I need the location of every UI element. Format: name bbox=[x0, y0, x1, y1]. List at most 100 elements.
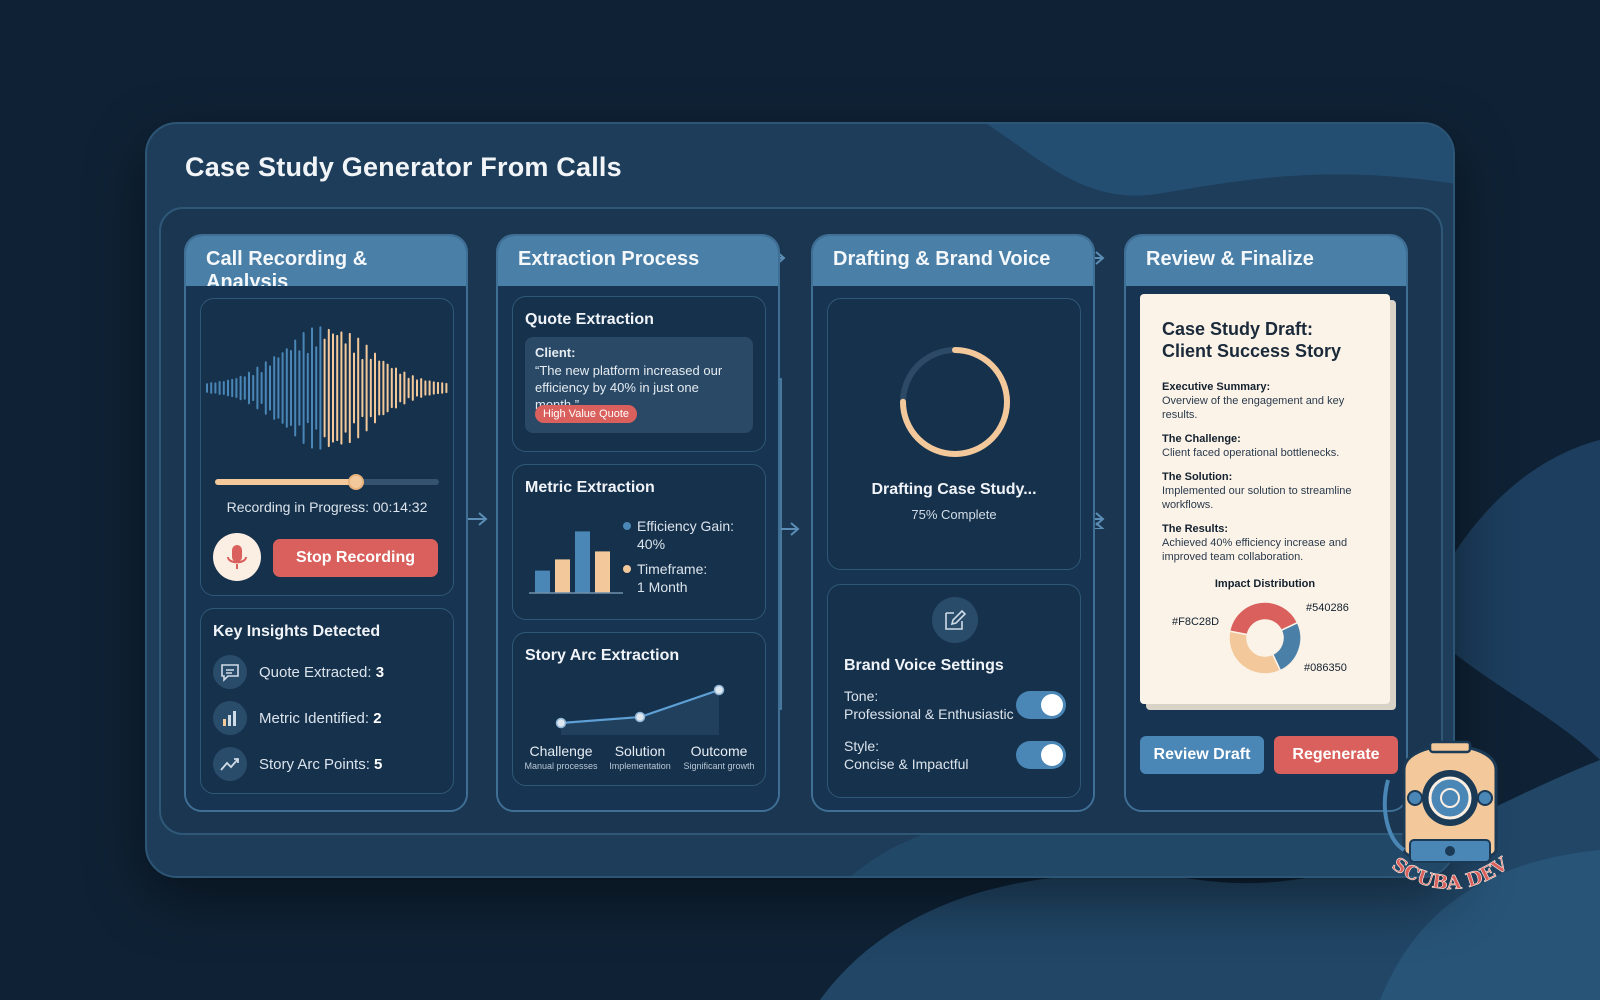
arc-point-solution: Solution Implementation bbox=[609, 743, 671, 771]
insight-quotes: Quote Extracted: 3 bbox=[213, 655, 443, 691]
workflow-area: Call Recording & Analysis Recording in P… bbox=[159, 207, 1443, 835]
waveform-bar bbox=[437, 381, 439, 395]
page-title: Case Study Generator From Calls bbox=[185, 152, 622, 182]
waveform-bar bbox=[294, 339, 297, 437]
waveform-bar bbox=[273, 356, 276, 420]
waveform-bar bbox=[357, 337, 360, 439]
waveform-bar bbox=[382, 360, 385, 416]
arc-point-challenge: Challenge Manual processes bbox=[524, 743, 598, 771]
waveform-bar bbox=[374, 352, 376, 424]
progress-handle[interactable] bbox=[348, 474, 365, 490]
microphone-icon bbox=[227, 545, 247, 569]
waveform-bar bbox=[348, 332, 351, 444]
waveform-bar bbox=[378, 360, 381, 416]
waveform-bar bbox=[243, 376, 246, 400]
column-drafting: Drafting & Brand Voice Drafting Case Stu… bbox=[811, 234, 1095, 812]
waveform-bar bbox=[311, 327, 313, 449]
waveform-bar bbox=[269, 365, 271, 411]
waveform-bar bbox=[403, 371, 406, 405]
waveform-bar bbox=[298, 350, 301, 426]
waveform-bar bbox=[395, 367, 397, 409]
window-decoration bbox=[851, 124, 1453, 876]
audio-waveform bbox=[206, 326, 448, 450]
waveform-bar bbox=[252, 374, 255, 402]
arc-point-outcome: Outcome Significant growth bbox=[683, 743, 755, 771]
column-title: Review & Finalize bbox=[1126, 236, 1406, 286]
story-arc-title: Story Arc Extraction bbox=[525, 647, 680, 664]
draft-status: Drafting Case Study... bbox=[871, 481, 1037, 498]
waveform-bar bbox=[214, 382, 217, 394]
brand-voice-card: Brand Voice Settings Tone: Professional … bbox=[827, 584, 1081, 798]
pie-slice-2 bbox=[1228, 630, 1282, 675]
metric-bar-chart bbox=[529, 531, 623, 594]
arc-point-0 bbox=[555, 717, 567, 729]
waveform-bar bbox=[222, 380, 225, 396]
waveform-bar bbox=[248, 371, 250, 405]
ring-progress bbox=[900, 347, 1010, 457]
waveform-bar bbox=[340, 331, 343, 445]
tone-toggle[interactable] bbox=[1016, 691, 1066, 719]
scuba-dev-logo: SCUBA DEV bbox=[1382, 740, 1513, 895]
waveform-bar bbox=[369, 358, 372, 418]
metric-extraction-title: Metric Extraction bbox=[525, 479, 655, 496]
waveform-bar bbox=[306, 352, 309, 424]
column-review: Review & Finalize Case Study Draft: Clie… bbox=[1124, 234, 1408, 812]
waveform-bar bbox=[231, 378, 234, 398]
waveform-bar bbox=[290, 349, 292, 427]
quote-client-label: Client: bbox=[535, 345, 576, 360]
column-title: Extraction Process bbox=[498, 236, 778, 286]
trend-up-icon bbox=[220, 758, 239, 771]
insights-title: Key Insights Detected bbox=[213, 623, 381, 640]
section-results: The Results: Achieved 40% efficiency incr… bbox=[1162, 523, 1348, 563]
regenerate-button[interactable]: Regenerate bbox=[1274, 736, 1398, 774]
waveform-bar bbox=[277, 357, 280, 419]
waveform-bar bbox=[361, 358, 364, 418]
waveform-bar bbox=[420, 378, 423, 398]
bar-0 bbox=[535, 570, 550, 593]
waveform-bar bbox=[441, 382, 444, 394]
waveform-bar bbox=[365, 344, 368, 432]
style-toggle[interactable] bbox=[1016, 741, 1066, 769]
story-arc-card: Story Arc Extraction Challenge Manual pr… bbox=[512, 632, 766, 786]
arc-point-2 bbox=[713, 684, 725, 696]
waveform-bar bbox=[399, 373, 402, 403]
waveform-bar bbox=[302, 332, 305, 444]
waveform-bar bbox=[386, 363, 389, 413]
pencil-edit-icon bbox=[945, 609, 967, 630]
recording-progress-bar[interactable] bbox=[215, 474, 439, 490]
bar-2 bbox=[575, 531, 590, 593]
section-challenge: The Challenge: Client faced operational b… bbox=[1162, 433, 1340, 459]
stop-recording-button[interactable]: Stop Recording bbox=[273, 539, 438, 577]
waveform-bar bbox=[428, 380, 431, 396]
legend-timeframe: Timeframe: 1 Month bbox=[623, 560, 707, 596]
microphone-button[interactable] bbox=[213, 533, 261, 581]
waveform-bar bbox=[206, 383, 208, 393]
quote-extraction-title: Quote Extraction bbox=[525, 311, 654, 328]
waveform-bar bbox=[323, 338, 326, 438]
waveform-bar bbox=[353, 352, 355, 424]
waveform-bar bbox=[281, 352, 284, 424]
metric-extraction-card: Metric Extraction Efficiency Gain: 40% T… bbox=[512, 464, 766, 620]
bar-1 bbox=[555, 559, 570, 593]
waveform-bar bbox=[327, 328, 330, 448]
arc-area bbox=[561, 690, 719, 735]
waveform-bar bbox=[256, 366, 259, 410]
waveform-bar bbox=[411, 375, 414, 401]
waveform-bar bbox=[416, 379, 418, 397]
recording-status: Recording in Progress: 00:14:32 bbox=[226, 499, 428, 515]
review-draft-button[interactable]: Review Draft bbox=[1140, 736, 1264, 774]
impact-pie-chart bbox=[1228, 601, 1302, 675]
impact-chart-title: Impact Distribution bbox=[1214, 578, 1316, 590]
legend-dot-peach bbox=[623, 565, 631, 573]
tone-setting: Tone: Professional & Enthusiastic bbox=[844, 688, 1014, 722]
column-call-recording: Call Recording & Analysis Recording in P… bbox=[184, 234, 468, 812]
legend-dot-blue bbox=[623, 522, 631, 530]
waveform-bar bbox=[260, 371, 263, 405]
case-study-document[interactable]: Case Study Draft: Client Success Story E… bbox=[1140, 294, 1390, 704]
edit-button[interactable] bbox=[932, 597, 978, 643]
brand-voice-title: Brand Voice Settings bbox=[844, 657, 1004, 674]
pie-slice-0 bbox=[1228, 601, 1299, 636]
drafting-progress-card: Drafting Case Study... 75% Complete bbox=[827, 298, 1081, 570]
waveform-bar bbox=[445, 382, 448, 394]
recording-card: Recording in Progress: 00:14:32 Stop Rec… bbox=[200, 298, 454, 596]
